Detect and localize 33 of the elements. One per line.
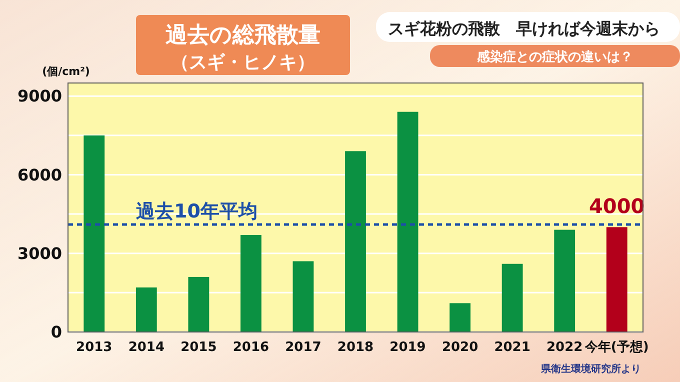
x-tick-label: 2022 [546,340,583,355]
x-tick-label: 2018 [337,340,374,355]
x-tick-label: 今年(予想) [584,339,649,355]
text: スギ花粉の飛散 早ければ今週末から [388,19,660,38]
bar [554,230,576,332]
bar [188,276,210,332]
bar [502,264,523,332]
x-tick-label: 2020 [442,340,478,355]
x-tick-label: 2014 [128,340,165,355]
x-tick-label: 2016 [232,340,270,355]
bar [292,261,314,332]
ref-line-label: 過去10年平均 [135,200,258,223]
text: 感染症との症状の違いは？ [476,49,633,65]
y-tick-label: 0 [50,322,62,342]
x-tick-label: 2013 [76,340,112,355]
bar [345,151,366,332]
bar [84,135,105,332]
bar [397,112,418,332]
x-tick-label: 2019 [390,340,426,355]
text: 県衛生環境研究所より [540,363,641,375]
bar [606,227,628,332]
y-tick-label: 3000 [17,244,62,263]
bar [136,287,157,332]
bar [240,235,262,332]
chart-subtitle: （スギ・ヒノキ） [171,52,315,73]
bar [450,303,470,332]
y-axis-title: (個/cm²) [42,65,90,78]
chart-title: 過去の総飛散量 [166,23,320,48]
y-tick-label: 9000 [17,86,62,106]
x-tick-label: 2015 [180,340,217,355]
x-tick-label: 2021 [494,340,530,355]
x-tick-label: 2017 [285,340,322,355]
y-tick-label: 6000 [17,165,62,184]
